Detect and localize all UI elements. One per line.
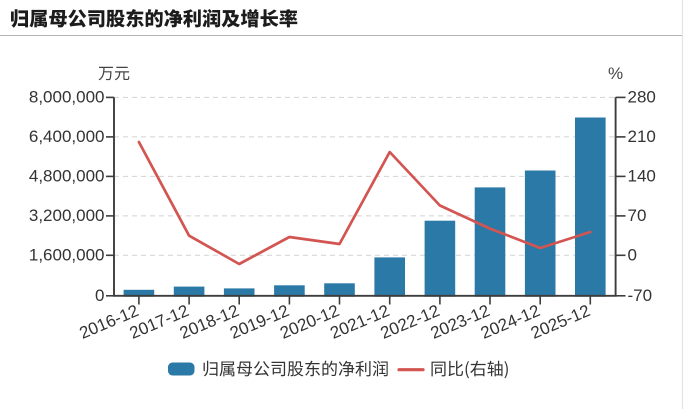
svg-text:8,000,000: 8,000,000	[29, 87, 105, 106]
svg-text:6,400,000: 6,400,000	[29, 127, 105, 146]
svg-text:140: 140	[628, 166, 656, 185]
svg-text:%: %	[608, 64, 623, 83]
svg-text:0: 0	[95, 286, 104, 305]
svg-text:1,600,000: 1,600,000	[29, 245, 105, 264]
svg-text:210: 210	[628, 127, 656, 146]
svg-text:70: 70	[628, 206, 647, 225]
svg-text:-70: -70	[628, 286, 653, 305]
svg-text:280: 280	[628, 87, 656, 106]
svg-text:0: 0	[628, 245, 637, 264]
svg-text:3,200,000: 3,200,000	[29, 206, 105, 225]
svg-text:4,800,000: 4,800,000	[29, 166, 105, 185]
